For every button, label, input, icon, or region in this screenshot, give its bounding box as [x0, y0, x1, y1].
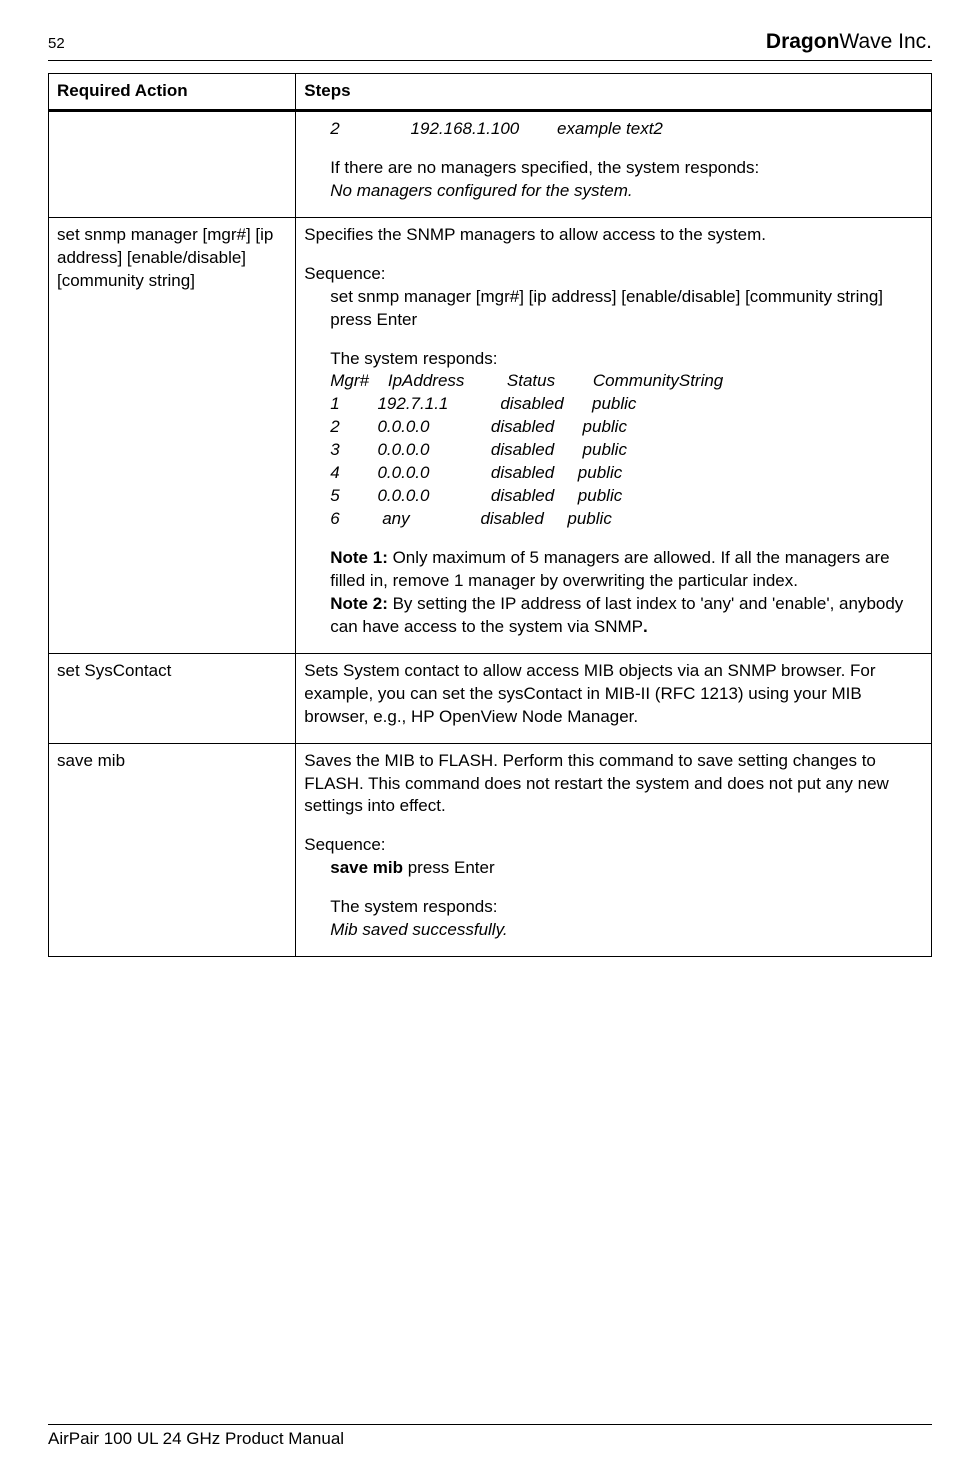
- table-row: set snmp manager [mgr#] [ip address] [en…: [49, 217, 932, 653]
- response-text: Mib saved successfully.: [304, 919, 923, 942]
- output-line: 2 192.168.1.100 example text2: [304, 118, 923, 141]
- text-line: If there are no managers specified, the …: [304, 157, 923, 180]
- cell-action: set SysContact: [49, 653, 296, 743]
- col-steps: Steps: [296, 74, 932, 111]
- table-row: 2 192.168.1.100 example text2 If there a…: [49, 110, 932, 217]
- footer-rule: [48, 1424, 932, 1425]
- output-line: 3 0.0.0.0 disabled public: [304, 439, 923, 462]
- brand-rest: Wave Inc.: [839, 30, 932, 53]
- table-row: save mib Saves the MIB to FLASH. Perform…: [49, 743, 932, 957]
- cell-action: set snmp manager [mgr#] [ip address] [en…: [49, 217, 296, 653]
- output-line: 2 0.0.0.0 disabled public: [304, 416, 923, 439]
- sequence-label: Sequence:: [304, 834, 923, 857]
- note-2-period: .: [643, 617, 648, 636]
- note-2-text: By setting the IP address of last index …: [330, 594, 903, 636]
- response-label: The system responds:: [304, 896, 923, 919]
- output-line: 1 192.7.1.1 disabled public: [304, 393, 923, 416]
- note-2: Note 2: By setting the IP address of las…: [304, 593, 923, 639]
- cell-steps: Saves the MIB to FLASH. Perform this com…: [296, 743, 932, 957]
- sequence-label: Sequence:: [304, 263, 923, 286]
- brand: DragonWave Inc.: [766, 30, 932, 54]
- page-header: 52 DragonWave Inc.: [48, 30, 932, 54]
- note-2-label: Note 2:: [330, 594, 388, 613]
- output-line: 5 0.0.0.0 disabled public: [304, 485, 923, 508]
- footer-text: AirPair 100 UL 24 GHz Product Manual: [48, 1429, 932, 1449]
- note-1: Note 1: Only maximum of 5 managers are a…: [304, 547, 923, 593]
- text-line: Sets System contact to allow access MIB …: [304, 660, 923, 729]
- response-label: The system responds:: [304, 348, 923, 371]
- cell-steps: Sets System contact to allow access MIB …: [296, 653, 932, 743]
- output-line: 4 0.0.0.0 disabled public: [304, 462, 923, 485]
- sequence-rest: press Enter: [403, 858, 495, 877]
- cell-action: [49, 110, 296, 217]
- table-row: set SysContact Sets System contact to al…: [49, 653, 932, 743]
- cell-steps: 2 192.168.1.100 example text2 If there a…: [296, 110, 932, 217]
- sequence-bold: save mib: [330, 858, 403, 877]
- text-line: Saves the MIB to FLASH. Perform this com…: [304, 750, 923, 819]
- table-header-row: Required Action Steps: [49, 74, 932, 111]
- brand-bold: Dragon: [766, 30, 840, 53]
- header-rule: [48, 60, 932, 61]
- sequence-text: set snmp manager [mgr#] [ip address] [en…: [304, 286, 923, 332]
- sequence-text: save mib press Enter: [304, 857, 923, 880]
- text-line: No managers configured for the system.: [304, 180, 923, 203]
- cell-action: save mib: [49, 743, 296, 957]
- page-number: 52: [48, 35, 65, 52]
- output-header: Mgr# IpAddress Status CommunityString: [304, 370, 923, 393]
- commands-table: Required Action Steps 2 192.168.1.100 ex…: [48, 73, 932, 957]
- cell-steps: Specifies the SNMP managers to allow acc…: [296, 217, 932, 653]
- note-1-label: Note 1:: [330, 548, 388, 567]
- page-footer: AirPair 100 UL 24 GHz Product Manual: [48, 1424, 932, 1449]
- col-required-action: Required Action: [49, 74, 296, 111]
- output-line: 6 any disabled public: [304, 508, 923, 531]
- note-1-text: Only maximum of 5 managers are allowed. …: [330, 548, 889, 590]
- text-line: Specifies the SNMP managers to allow acc…: [304, 224, 923, 247]
